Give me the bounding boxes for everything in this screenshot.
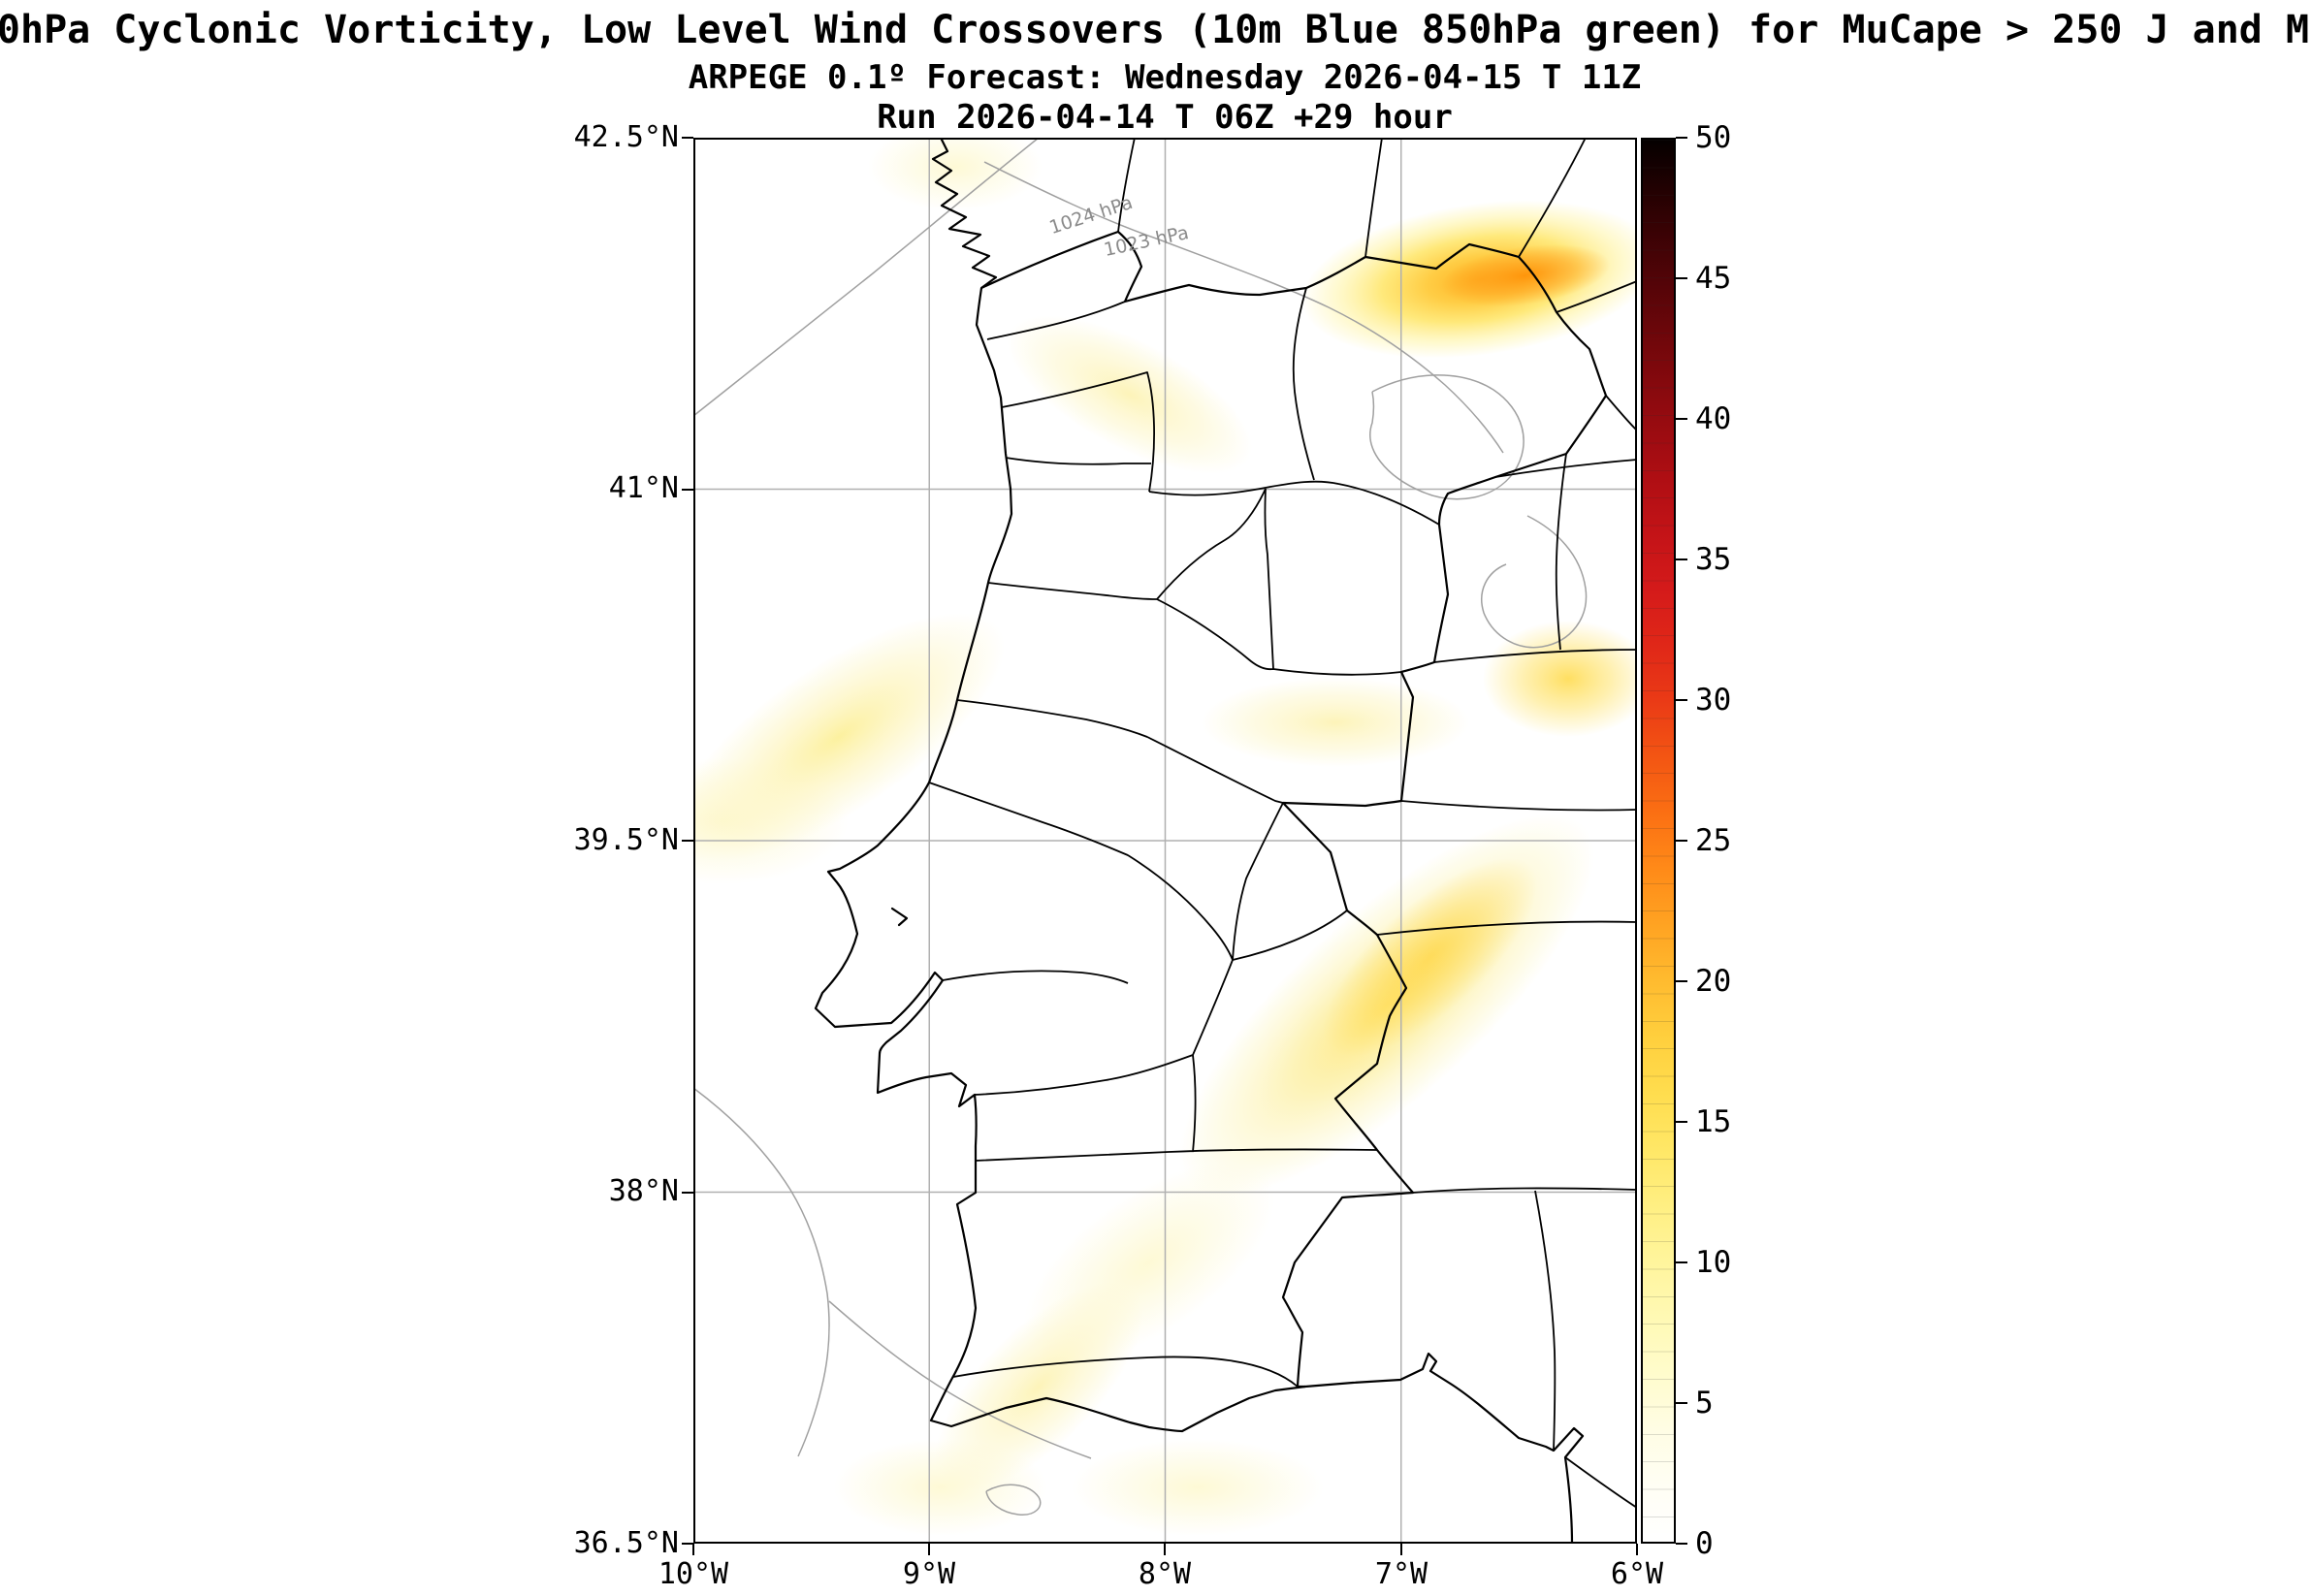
colorbar-tick [1676,559,1687,560]
colorbar-tick [1676,1261,1687,1263]
x-axis-tick [1164,1544,1166,1555]
colorbar-tick-label: 50 [1695,120,1732,155]
chart-title: 850hPa Cyclonic Vorticity, Low Level Win… [0,8,2311,52]
y-axis-tick [682,137,693,139]
colorbar-tick [1676,1402,1687,1404]
colorbar-tick [1676,980,1687,982]
vorticity-shading [693,138,1637,1536]
y-axis-tick [682,840,693,842]
coastline [814,138,1585,1544]
isobar-contours [693,138,1588,1516]
colorbar-tick [1676,1121,1687,1123]
colorbar-tick [1676,699,1687,701]
map-canvas [693,138,1637,1544]
colorbar-level-lines [1643,140,1674,1542]
colorbar-tick-label: 40 [1695,401,1732,436]
colorbar-tick-label: 5 [1695,1386,1714,1420]
x-axis-tick [1400,1544,1402,1555]
x-axis-tick-label: 7°W [1374,1557,1428,1591]
colorbar-tick [1676,137,1687,139]
gridlines [693,138,1637,1544]
colorbar-tick-label: 25 [1695,823,1732,858]
colorbar-tick-label: 10 [1695,1245,1732,1280]
x-axis-tick-label: 10°W [658,1557,729,1591]
x-axis-tick-label: 6°W [1610,1557,1664,1591]
y-axis-tick-label: 39.5°N [573,823,679,857]
colorbar-tick-label: 20 [1695,964,1732,999]
colorbar-tick-label: 15 [1695,1104,1732,1139]
colorbar-tick [1676,840,1687,842]
colorbar-tick [1676,277,1687,279]
y-axis-tick-label: 36.5°N [573,1526,679,1560]
y-axis-tick-label: 41°N [608,471,679,505]
colorbar-tick-label: 45 [1695,261,1732,296]
x-axis-tick-label: 9°W [902,1557,956,1591]
x-axis-tick [928,1544,930,1555]
x-axis-tick [1636,1544,1638,1555]
chart-run-label: Run 2026-04-14 T 06Z +29 hour [877,98,1453,137]
y-axis-tick-label: 42.5°N [573,120,679,154]
y-axis-tick [682,489,693,491]
y-axis-tick [682,1543,693,1545]
y-axis-tick [682,1192,693,1194]
x-axis-tick [692,1544,694,1555]
x-axis-tick-label: 8°W [1138,1557,1192,1591]
colorbar-tick-label: 30 [1695,683,1732,718]
colorbar-tick [1676,418,1687,420]
colorbar [1641,138,1676,1544]
national-border [980,230,1608,1389]
district-boundaries [928,138,1637,1509]
colorbar-tick-label: 0 [1695,1526,1714,1561]
colorbar-gradient [1643,140,1674,1542]
chart-subtitle: ARPEGE 0.1º Forecast: Wednesday 2026-04-… [688,58,1642,97]
colorbar-tick [1676,1543,1687,1545]
colorbar-tick-label: 35 [1695,542,1732,577]
y-axis-tick-label: 38°N [608,1174,679,1208]
